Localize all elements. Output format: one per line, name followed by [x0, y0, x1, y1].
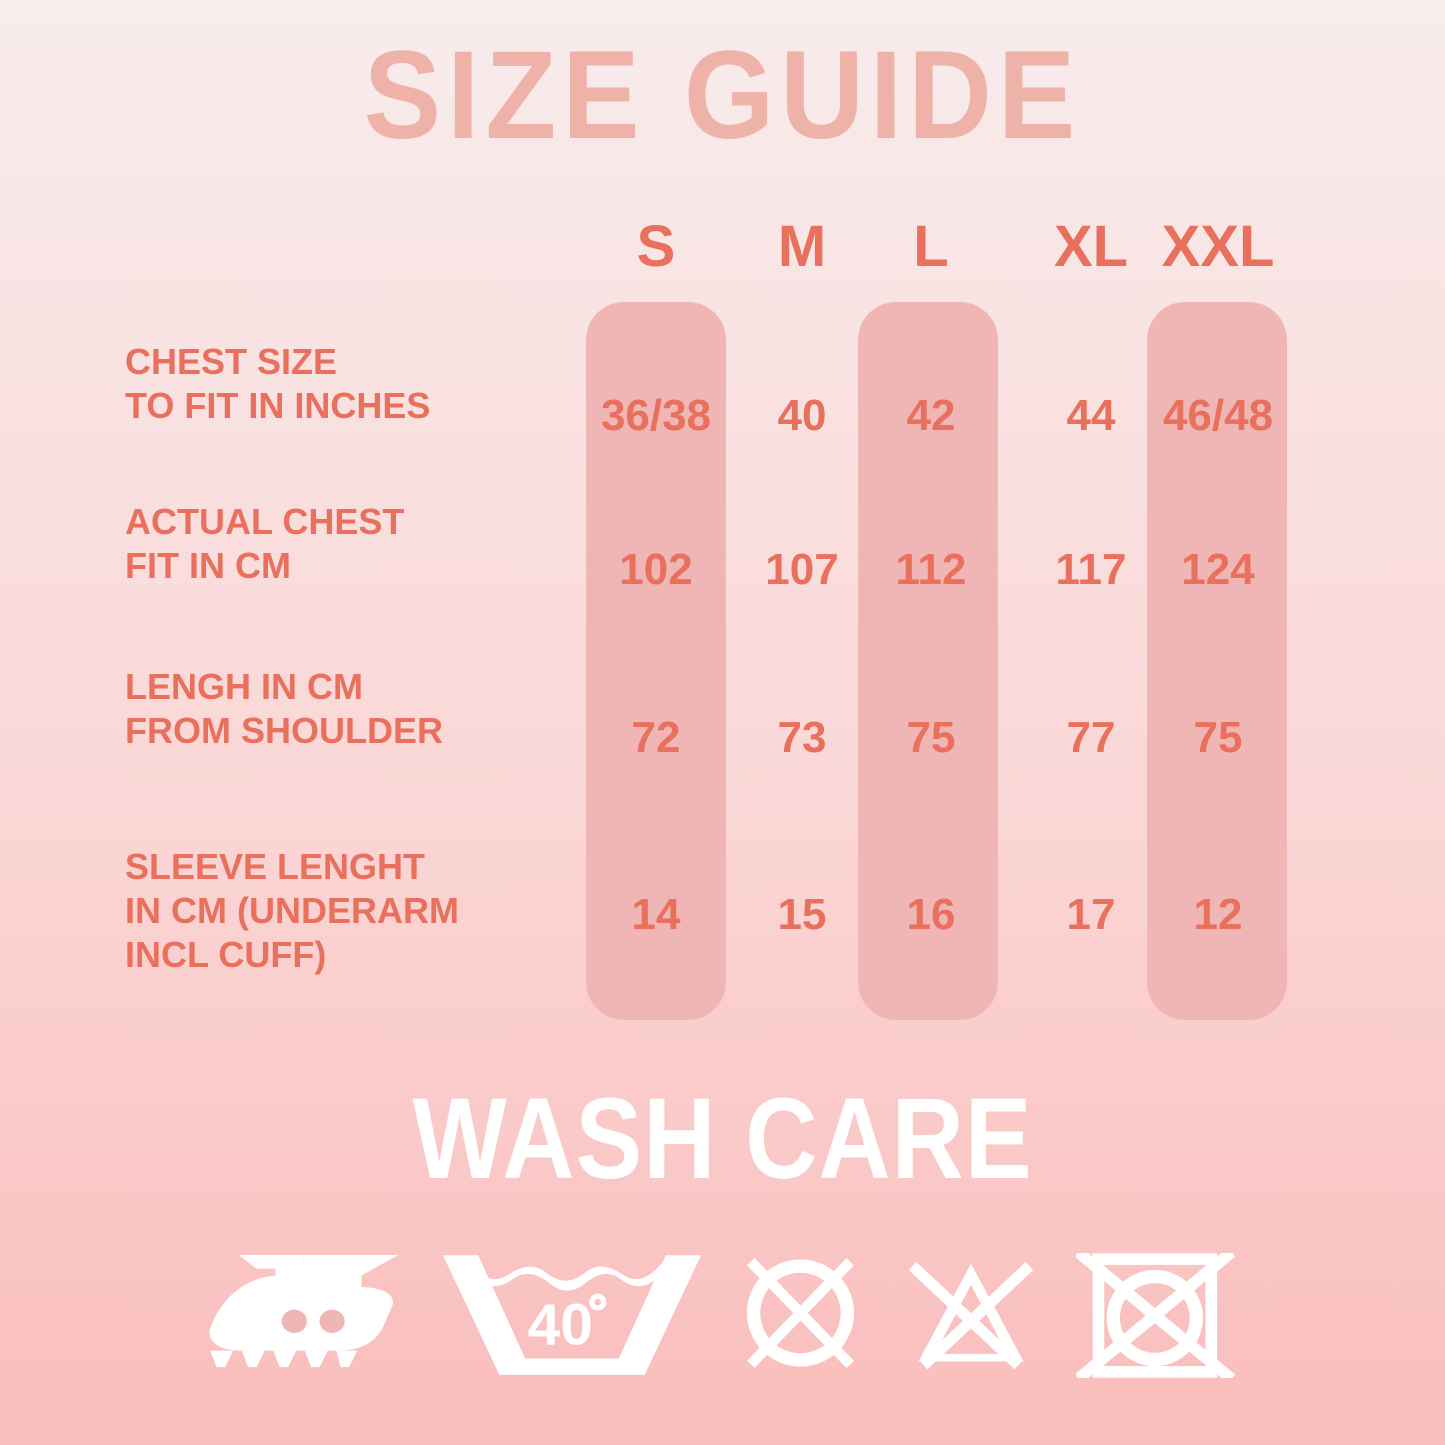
svg-text:40: 40 — [528, 1292, 593, 1357]
